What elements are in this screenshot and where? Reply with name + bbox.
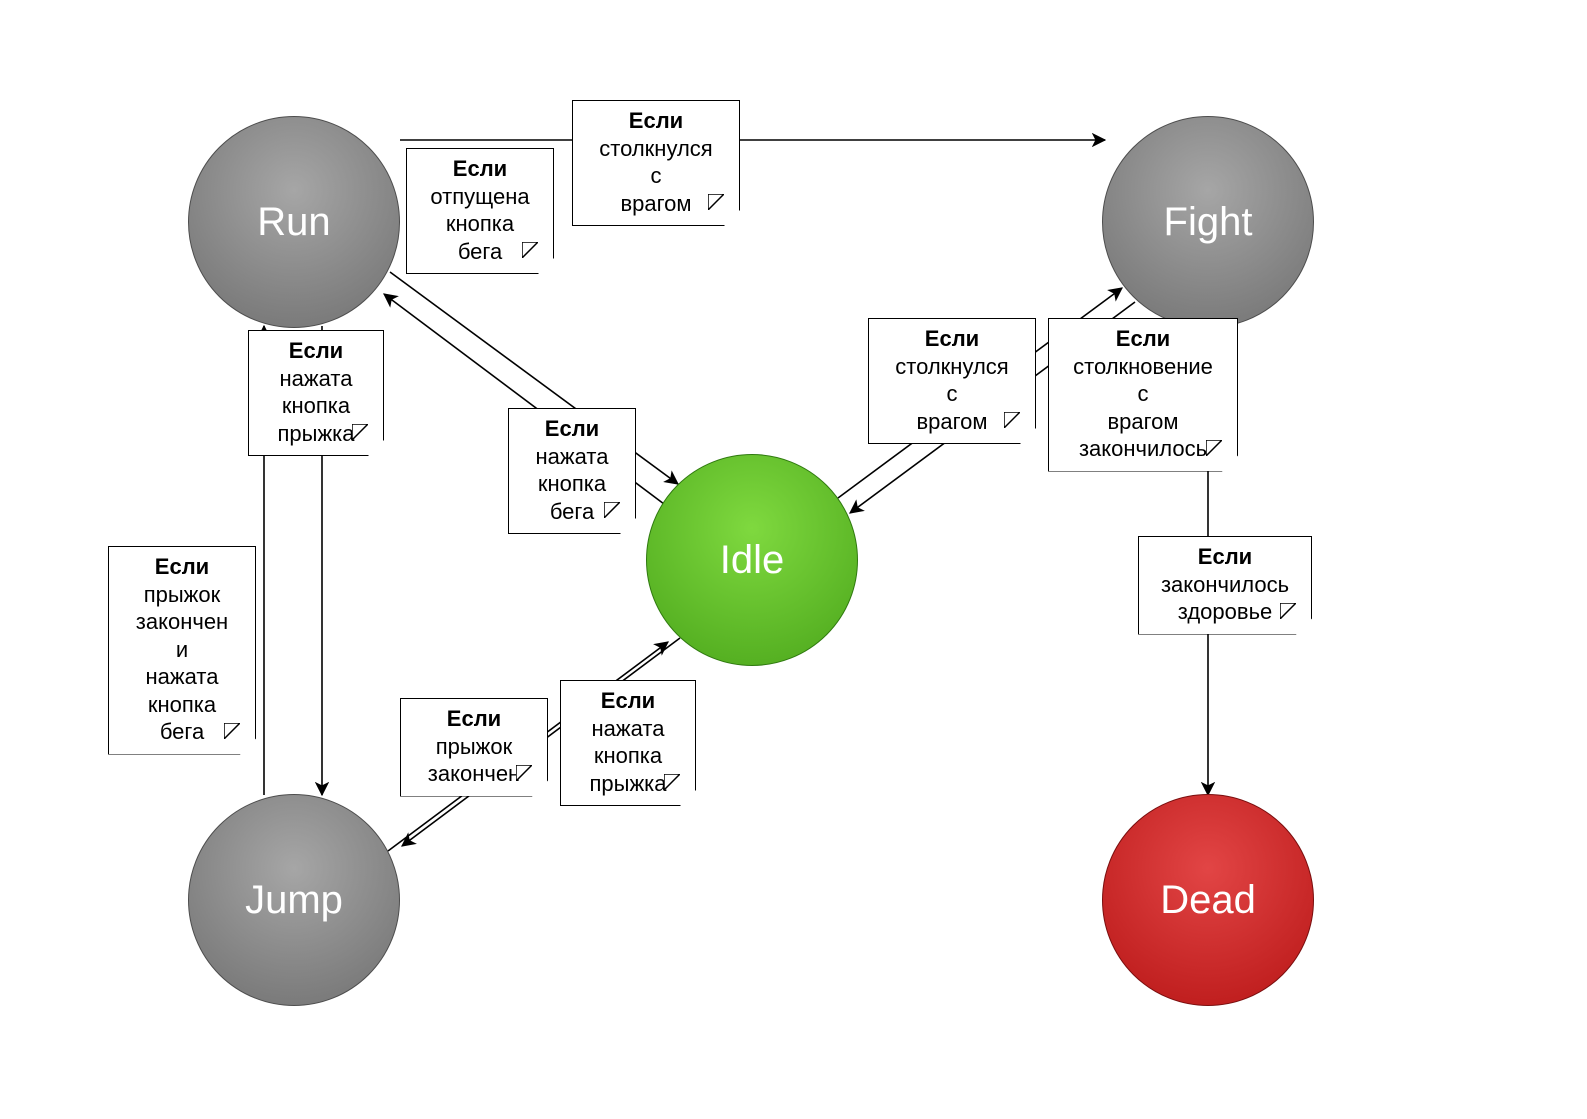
note-line: бега — [160, 719, 204, 744]
note-line: с — [651, 163, 662, 188]
note-line: врагом — [916, 409, 987, 434]
state-node-label: Jump — [245, 878, 343, 923]
note-line: врагом — [1107, 409, 1178, 434]
note-line: закончен — [428, 761, 520, 786]
note-line: столкновение — [1073, 354, 1213, 379]
note-fold-icon — [224, 723, 240, 739]
note-fold-icon — [664, 774, 680, 790]
note-line: нажата — [280, 366, 353, 391]
note-bold-label: Если — [545, 416, 599, 441]
note-line: прыжка — [277, 421, 354, 446]
state-node-label: Idle — [720, 538, 785, 583]
note-line: столкнулся — [895, 354, 1008, 379]
note-line: кнопка — [282, 393, 350, 418]
note-line: столкнулся — [599, 136, 712, 161]
note-line: закончилось — [1079, 436, 1207, 461]
note-line: с — [1138, 381, 1149, 406]
note-line: и — [176, 637, 188, 662]
note-line: нажата — [536, 444, 609, 469]
state-node-label: Dead — [1160, 878, 1256, 923]
note-bold-label: Если — [155, 554, 209, 579]
note-line: с — [947, 381, 958, 406]
note-fold-icon — [708, 194, 724, 210]
note-line: кнопка — [446, 211, 514, 236]
state-node-jump: Jump — [188, 794, 400, 1006]
note-bold-label: Если — [925, 326, 979, 351]
note-fold-icon — [604, 502, 620, 518]
state-node-dead: Dead — [1102, 794, 1314, 1006]
note-fold-icon — [352, 424, 368, 440]
state-diagram-canvas: RunFightIdleJumpDead Еслистолкнулсясвраг… — [0, 0, 1587, 1119]
note-bold-label: Если — [453, 156, 507, 181]
note-bold-label: Если — [289, 338, 343, 363]
note-jump-idle: Если прыжокзакончен — [400, 698, 548, 797]
state-node-label: Fight — [1164, 200, 1253, 245]
note-line: прыжок — [144, 582, 221, 607]
note-line: нажата — [592, 716, 665, 741]
note-line: врагом — [620, 191, 691, 216]
note-bold-label: Если — [1116, 326, 1170, 351]
note-line: кнопка — [148, 692, 216, 717]
note-line: кнопка — [538, 471, 606, 496]
note-bold-label: Если — [629, 108, 683, 133]
note-line: здоровье — [1178, 599, 1273, 624]
note-fold-icon — [1280, 603, 1296, 619]
state-node-fight: Fight — [1102, 116, 1314, 328]
note-line: закончилось — [1161, 572, 1289, 597]
note-fight-dead: Если закончилосьздоровье — [1138, 536, 1312, 635]
note-bold-label: Если — [601, 688, 655, 713]
note-bold-label: Если — [447, 706, 501, 731]
state-node-run: Run — [188, 116, 400, 328]
note-bold-label: Если — [1198, 544, 1252, 569]
state-node-label: Run — [257, 200, 330, 245]
note-line: прыжок — [436, 734, 513, 759]
note-line: кнопка — [594, 743, 662, 768]
state-node-idle: Idle — [646, 454, 858, 666]
note-fold-icon — [1004, 412, 1020, 428]
note-line: бега — [550, 499, 594, 524]
note-fold-icon — [522, 242, 538, 258]
note-line: бега — [458, 239, 502, 264]
note-line: отпущена — [430, 184, 529, 209]
note-line: прыжка — [589, 771, 666, 796]
note-fold-icon — [516, 765, 532, 781]
note-fold-icon — [1206, 440, 1222, 456]
note-line: закончен — [136, 609, 228, 634]
note-line: нажата — [146, 664, 219, 689]
